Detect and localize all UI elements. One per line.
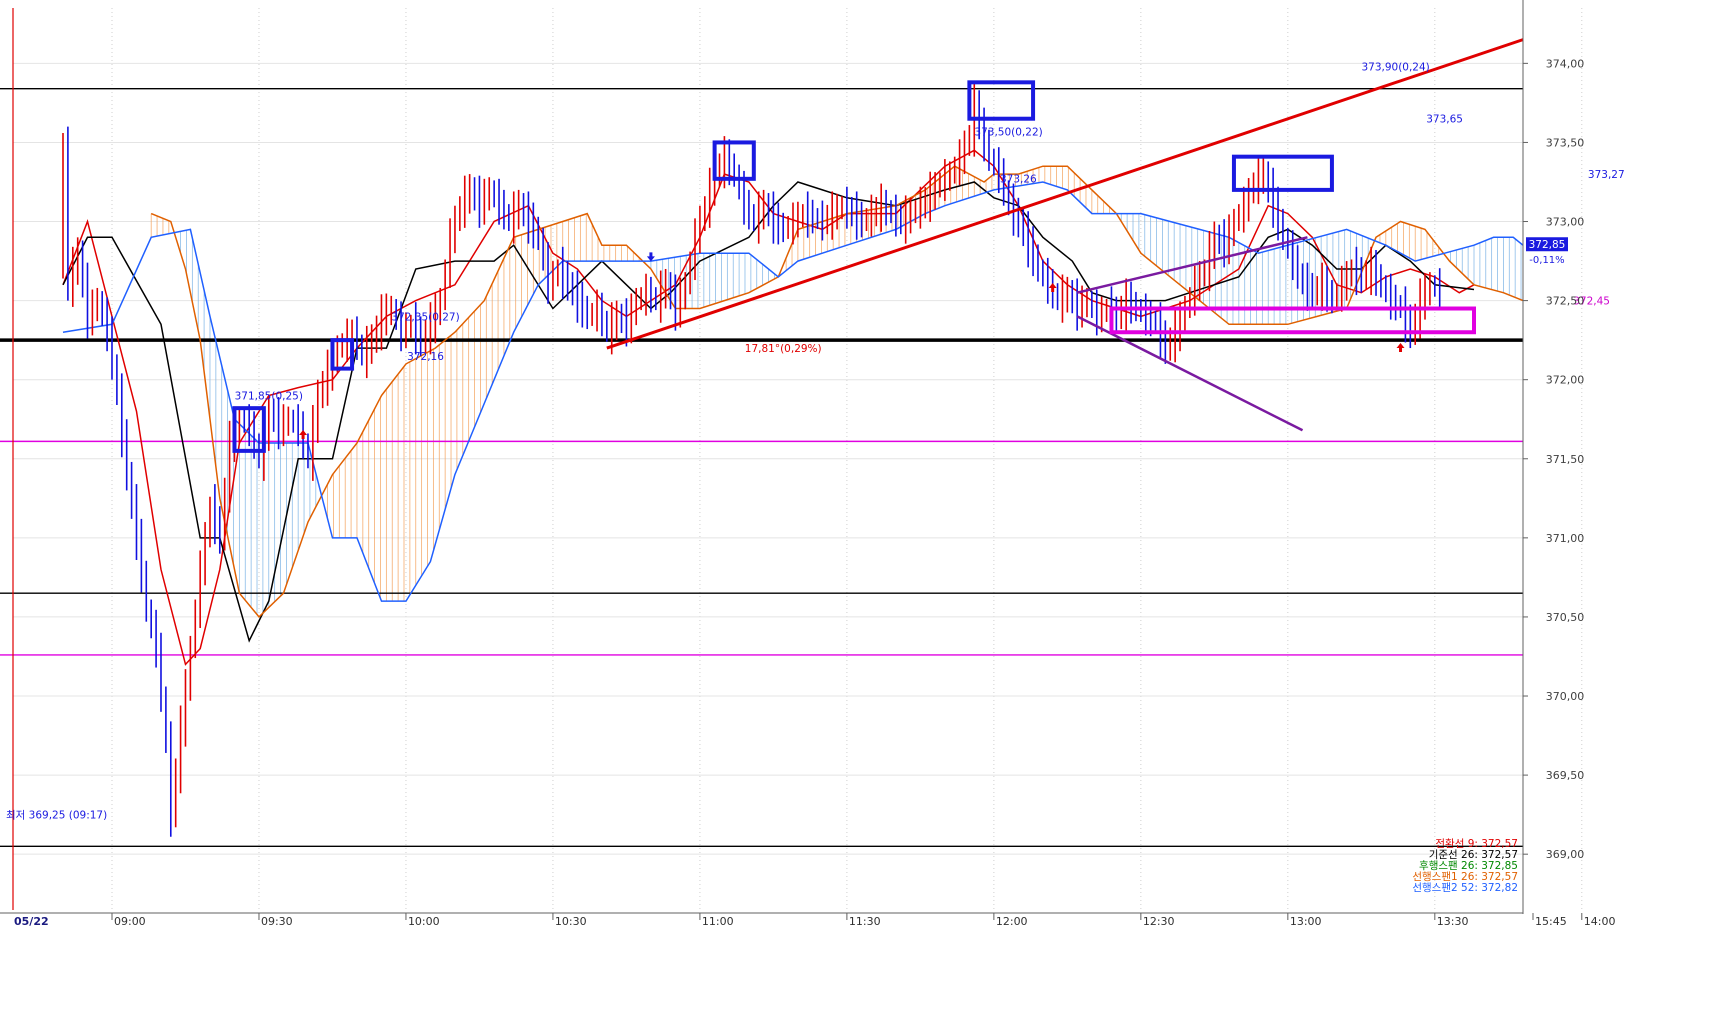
price-tick-label: 369,50	[1546, 769, 1585, 782]
price-tick-label: 373,00	[1546, 216, 1585, 229]
price-tick-label: 373,50	[1546, 136, 1585, 149]
legend-entry: 전환선 9: 372,57	[1435, 838, 1518, 850]
signal-arrow-up	[299, 430, 308, 440]
time-tick-label: 11:00	[702, 915, 734, 928]
trendline-2	[1076, 315, 1304, 432]
current-price-badge	[1526, 237, 1568, 252]
time-tick-label: 15:45	[1535, 915, 1567, 928]
highlight-box-0	[232, 406, 266, 453]
highlight-box-3	[967, 80, 1036, 121]
ichimoku-cloud	[150, 166, 1522, 615]
series-line-0	[62, 149, 1475, 666]
price-bars	[62, 80, 1441, 837]
annotation-label: 최저 369,25 (09:17)	[6, 810, 107, 822]
signal-arrow-up	[1048, 282, 1057, 292]
axes: 374,00 373,50 373,00 372,50 372,00 371,50 371,…	[0, 0, 1616, 928]
time-tick-label: 09:30	[261, 915, 293, 928]
annotation-label: 373,90(0,24)	[1361, 61, 1429, 73]
highlight-box-2	[712, 140, 756, 181]
time-tick-label: 13:30	[1437, 915, 1469, 928]
time-tick-label: 13:00	[1290, 915, 1322, 928]
price-tick-label: 371,50	[1546, 453, 1585, 466]
time-tick-label: 12:30	[1143, 915, 1175, 928]
highlight-boxes	[232, 80, 1477, 453]
highlight-box-5	[1109, 306, 1477, 335]
highlight-box-4	[1231, 154, 1334, 192]
time-tick-label: 10:30	[555, 915, 587, 928]
legend-entry: 선행스팬2 52: 372,82	[1412, 882, 1518, 894]
signal-arrow-down	[646, 252, 655, 262]
date-label: 05/22	[14, 915, 49, 928]
trendline-0	[606, 38, 1524, 350]
annotation-label: 372,16	[407, 351, 444, 363]
price-tick-label: 374,00	[1546, 57, 1585, 70]
annotation-label: 372,45	[1573, 296, 1610, 308]
annotation-label: 373,65	[1426, 114, 1463, 126]
price-tick-label: 372,00	[1546, 374, 1585, 387]
price-tick-label: 371,00	[1546, 532, 1585, 545]
price-tick-label: 370,00	[1546, 690, 1585, 703]
current-price-label: 372,85	[1529, 239, 1566, 251]
highlight-box-1	[330, 338, 355, 371]
price-tick-label: 370,50	[1546, 611, 1585, 624]
signal-arrow-up	[1396, 343, 1405, 353]
annotation-label: 373,26	[1000, 174, 1037, 186]
trendline-1	[1076, 236, 1308, 294]
time-tick-label: 09:00	[114, 915, 146, 928]
time-tick-label: 11:30	[849, 915, 881, 928]
signal-arrows	[299, 252, 1405, 440]
trendlines	[606, 38, 1524, 432]
annotation-label: 372,35(0,27)	[391, 311, 459, 323]
legend-entry: 선행스팬1 26: 372,57	[1412, 871, 1518, 883]
time-tick-label: 12:00	[996, 915, 1028, 928]
time-tick-label: 14:00	[1584, 915, 1616, 928]
current-price-change: -0,11%	[1529, 255, 1564, 266]
annotations: 최저 369,25 (09:17) 371,85(0,25) 372,35(0,27…	[6, 61, 1625, 822]
annotation-label: 373,50(0,22)	[974, 126, 1042, 138]
series-line-1	[62, 181, 1475, 643]
price-tick-label: 372,50	[1546, 295, 1585, 308]
time-tick-label: 10:00	[408, 915, 440, 928]
horizontal-levels	[0, 8, 1523, 910]
annotation-label: 17,81°(0,29%)	[745, 343, 822, 355]
annotation-label: 373,27	[1588, 169, 1625, 181]
indicator-series	[62, 149, 1524, 666]
legend-entry: 후행스팬 26: 372,85	[1419, 860, 1518, 872]
legend-entry: 기준선 26: 372,57	[1429, 849, 1518, 861]
annotation-label: 371,85(0,25)	[235, 390, 303, 402]
price-tick-label: 369,00	[1546, 848, 1585, 861]
